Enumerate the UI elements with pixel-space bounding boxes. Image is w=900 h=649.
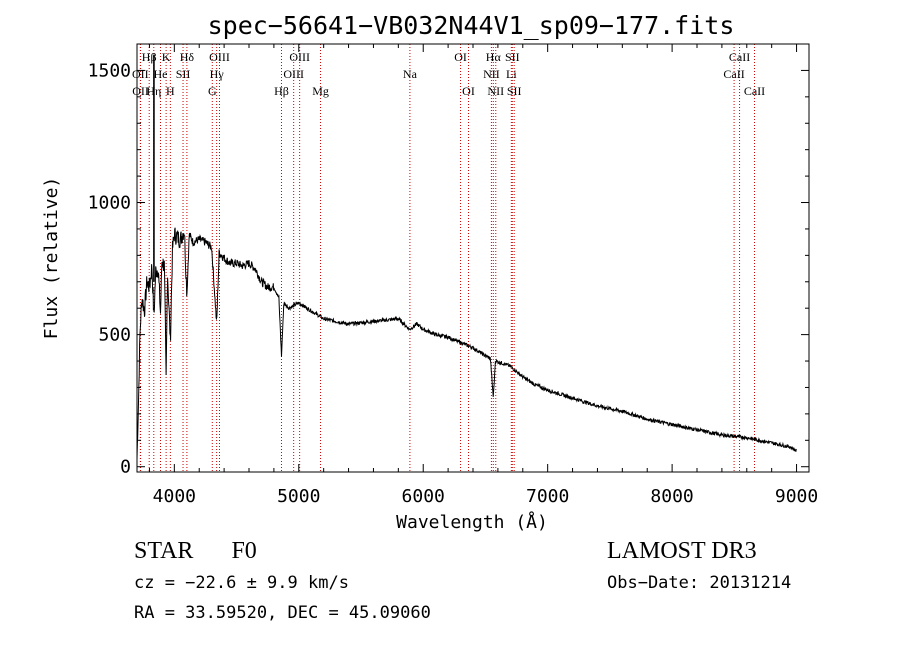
emission-line-label: OIII — [283, 67, 304, 81]
y-tick-label: 1000 — [88, 193, 131, 214]
emission-line-label: OII — [132, 84, 149, 98]
survey-label: LAMOST DR3 — [607, 538, 757, 564]
emission-line-label: OIII — [209, 50, 230, 64]
obs-date-text: Obs−Date: 20131214 — [607, 573, 792, 593]
emission-line-label: CaII — [744, 84, 765, 98]
emission-line-label: Hβ — [274, 84, 289, 98]
emission-line-label: Mg — [312, 84, 329, 98]
y-tick-label: 1500 — [88, 60, 131, 81]
class-label: STAR — [134, 538, 194, 564]
subclass-label: F0 — [231, 538, 257, 564]
y-tick-label: 500 — [98, 325, 131, 346]
object-class: STAR F0 — [134, 538, 257, 565]
chart-title: spec−56641−VB032N44V1_sp09−177.fits — [208, 11, 735, 40]
emission-line-label: NII — [487, 84, 504, 98]
emission-line-label: CaII — [729, 50, 750, 64]
emission-line-label: OI — [462, 84, 475, 98]
emission-line-label: K — [162, 50, 171, 64]
emission-line-label: Hγ — [210, 67, 225, 81]
emission-line-label: SII — [507, 84, 522, 98]
emission-line-label: Hα — [486, 50, 502, 64]
coordinates-text: RA = 33.59520, DEC = 45.09060 — [134, 603, 431, 623]
emission-line-markers — [139, 44, 755, 472]
emission-line-label: G — [208, 84, 217, 98]
x-tick-label: 5000 — [277, 486, 320, 507]
emission-line-label: OII — [132, 67, 149, 81]
x-tick-label: 4000 — [153, 486, 196, 507]
x-axis-ticks: 4000 5000 6000 7000 8000 9000 — [148, 44, 818, 507]
emission-line-label: Li — [506, 67, 517, 81]
x-axis-label: Wavelength (Å) — [396, 511, 548, 533]
y-tick-label: 0 — [120, 457, 131, 478]
emission-line-label: SII — [176, 67, 191, 81]
spectrum-line — [136, 227, 797, 460]
x-tick-label: 8000 — [650, 486, 693, 507]
emission-line-label: CaII — [723, 67, 744, 81]
emission-line-label: Na — [403, 67, 418, 81]
emission-line-label: He — [154, 67, 168, 81]
plot-frame — [136, 43, 810, 473]
x-tick-label: 6000 — [402, 486, 445, 507]
emission-line-label: SII — [505, 50, 520, 64]
spectrum-trace — [136, 54, 797, 460]
emission-line-label: NII — [483, 67, 500, 81]
y-axis-ticks: 0 500 1000 1500 — [88, 60, 809, 478]
x-tick-label: 7000 — [526, 486, 569, 507]
emission-line-label: Hδ — [180, 50, 195, 64]
emission-line-label: H — [166, 84, 175, 98]
y-axis-label: Flux (relative) — [41, 177, 62, 340]
emission-line-label: OIII — [289, 50, 310, 64]
x-tick-label: 9000 — [775, 486, 818, 507]
emission-line-label: Hβ — [142, 50, 157, 64]
redshift-text: cz = −22.6 ± 9.9 km/s — [134, 573, 349, 593]
emission-line-label: OI — [454, 50, 467, 64]
